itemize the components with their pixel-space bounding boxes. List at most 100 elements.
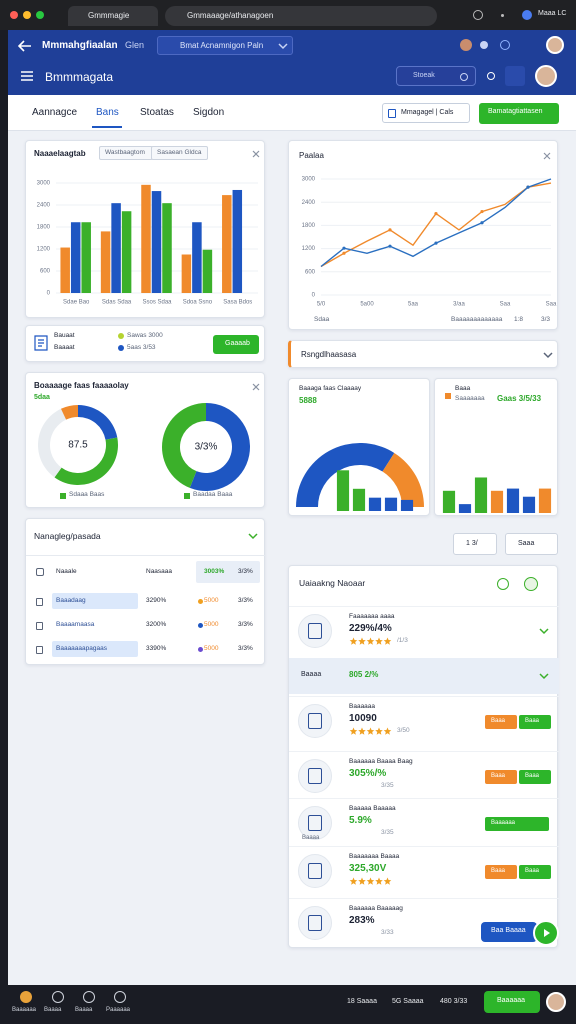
list-item[interactable]: Baaaaaa Baaaaag 283% 3/33 Baa Baaaa: [289, 898, 559, 946]
ring-segment: [189, 403, 250, 491]
text-label: Bauaat: [54, 332, 75, 339]
badge[interactable]: Baaa: [519, 770, 551, 784]
trend-card: Paalaa 0 600 1200 1800 2400 3000 5/0 5a00 5aa 3/aa…: [288, 140, 558, 330]
bar: [506, 488, 520, 513]
y-tick-label: 0: [47, 291, 51, 297]
line-point: [526, 185, 530, 189]
search-box[interactable]: Stoeak: [396, 66, 476, 86]
text-label: Sdaaa Baas: [69, 491, 105, 498]
bar: [368, 497, 382, 511]
user-avatar: [535, 65, 557, 87]
star: [375, 727, 383, 735]
bar: [111, 203, 121, 293]
line-point: [480, 221, 484, 225]
item-icon: [298, 906, 332, 940]
badge[interactable]: Baaa: [485, 865, 517, 879]
bar-chart: [442, 477, 552, 513]
text-label: Mmagagel | Cals: [401, 109, 454, 116]
text-label: 10090: [349, 713, 377, 724]
header-highlight: [196, 561, 260, 583]
app-icon: [114, 991, 126, 1003]
chevron-glyph: [543, 352, 553, 359]
text-label: Baaaaaa Baaaaag: [349, 905, 403, 912]
icon-button[interactable]: [505, 66, 525, 86]
filter-chip[interactable]: Sasaean Gldca: [151, 146, 208, 160]
app-icon: [20, 991, 32, 1003]
control-button[interactable]: 1 3/: [453, 533, 497, 555]
rating-stars: [349, 877, 392, 885]
primary-button[interactable]: Bamatagtiattasen: [479, 103, 559, 124]
item-button[interactable]: Baa Baaaa: [481, 922, 537, 942]
star: [349, 637, 358, 645]
window-min: [23, 11, 31, 19]
app-label[interactable]: Baaaaaa: [12, 1007, 37, 1013]
badge[interactable]: Baaa: [519, 865, 551, 879]
user-avatar: [546, 992, 566, 1012]
bar: [400, 499, 414, 511]
x-tick-label: 5a00: [360, 302, 374, 308]
line-point: [480, 209, 484, 214]
control-button[interactable]: Saaa: [505, 533, 558, 555]
fab-button[interactable]: [533, 920, 559, 946]
text-label: Baaaaaaaaaaaaa: [451, 316, 503, 323]
window-close: [10, 11, 18, 19]
text-label: Baaa: [491, 773, 506, 779]
app-label[interactable]: Paaaaaa: [106, 1007, 131, 1013]
tab[interactable]: Bans: [96, 107, 119, 118]
bar-chart: 0 600 1200 1800 2400 3000 Sdae Bao Sdas Sdaa Sso…: [37, 181, 258, 306]
app-label[interactable]: Baaaa: [75, 1007, 93, 1013]
bar: [70, 222, 81, 293]
text-label: /1/3: [397, 637, 408, 644]
address-bar[interactable]: Gmmaaage/athanagoen: [165, 6, 437, 26]
star: [383, 637, 392, 645]
list-card: Uaiaakng Naoaar Faaaaaaa aaaa 229%/4% /1/3 B…: [288, 565, 559, 948]
list-item[interactable]: Baaaaaa Baaaa Baag 305%/% 3/35 Baaa Baaa: [289, 751, 559, 799]
text-label: Baaaaa Baaaaa: [349, 805, 396, 812]
text-label: Baaaaaa Baaaa Baag: [349, 758, 413, 765]
divider: [26, 555, 266, 556]
badge[interactable]: Baaa: [519, 715, 551, 729]
action-button[interactable]: Gaaaab: [213, 335, 259, 354]
list-item[interactable]: Faaaaaaa aaaa 229%/4% /1/3: [289, 606, 559, 654]
badge[interactable]: Baaa: [485, 715, 517, 729]
line-point: [434, 241, 438, 245]
mini-card: Baaa Saaaaaaa Gaas 3/5/33: [434, 378, 558, 516]
star: [383, 877, 392, 885]
tab[interactable]: Stoatas: [140, 107, 174, 118]
text-label: Baaaaaa: [491, 820, 516, 826]
star: [349, 727, 358, 735]
item-glyph: [308, 863, 322, 879]
view-select[interactable]: Mmagagel | Cals: [382, 103, 470, 123]
cell-dot: [197, 598, 203, 604]
tab[interactable]: Aannagce: [32, 107, 78, 118]
browser-icon: [500, 13, 504, 17]
browser-tab[interactable]: Gmmmagie: [68, 6, 158, 26]
star: [366, 877, 375, 885]
arrow-glyph: [544, 929, 550, 937]
text-label: Saaa: [518, 540, 535, 547]
list-item[interactable]: Baaaaaaa Baaaa 325,30V Baaa Baaa: [289, 846, 559, 894]
row-icon: [36, 598, 43, 606]
filter-chip[interactable]: Wastbaagtom: [99, 146, 153, 160]
text-label: 1 3/: [466, 540, 478, 547]
text-label: 325,30V: [349, 863, 387, 874]
bar: [490, 490, 504, 513]
project-select[interactable]: Bmat Acnamnigon Paln: [157, 36, 293, 55]
list-item[interactable]: Baaaa Baaaaa Baaaaa 5.9% 3/35 Baaaaaa: [289, 798, 559, 846]
x-tick-label: Ssos Sdaa: [142, 300, 172, 306]
text-label: Stoeak: [413, 72, 435, 79]
dropdown[interactable]: Rsngdlhaasasa: [288, 340, 558, 368]
badge[interactable]: Baaa: [485, 770, 517, 784]
taskbar-button[interactable]: Baaaaaa: [484, 991, 540, 1013]
list-item[interactable]: Baaaaaa 10090 3/50 Baaa Baaa: [289, 696, 559, 744]
table-cell: 3/3%: [238, 597, 253, 604]
text-label: Sdaa: [314, 316, 330, 323]
tab[interactable]: Sigdon: [193, 107, 225, 118]
chevron-glyph: [248, 533, 258, 540]
close-glyph: [543, 152, 551, 160]
list-item[interactable]: Baaaa 805 2/%: [289, 658, 559, 694]
text-label: 805 2/%: [349, 670, 379, 679]
star: [383, 727, 392, 735]
badge[interactable]: Baaaaaa: [485, 817, 549, 831]
app-label[interactable]: Baaaa: [44, 1007, 62, 1013]
